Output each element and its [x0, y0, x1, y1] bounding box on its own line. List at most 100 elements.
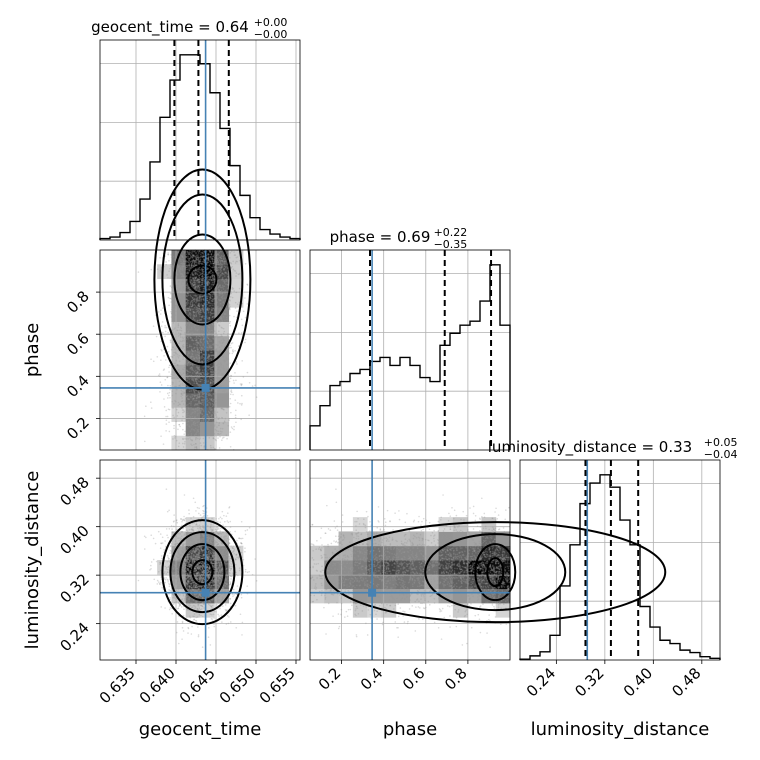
sample-point [225, 392, 228, 394]
sample-point [232, 545, 234, 548]
sample-point [182, 317, 184, 319]
sample-point [210, 446, 212, 449]
sample-point [215, 530, 218, 533]
sample-point [209, 391, 211, 393]
sample-point [223, 297, 226, 300]
sample-point [178, 309, 181, 311]
sample-point [197, 392, 200, 394]
sample-point [227, 283, 229, 286]
sample-point [238, 287, 241, 290]
sample-point [229, 569, 232, 572]
sample-point [202, 393, 204, 396]
sample-point [215, 310, 217, 313]
sample-point [182, 372, 185, 374]
sample-point [179, 272, 182, 275]
sample-point [189, 308, 192, 310]
density-cell [452, 517, 468, 532]
sample-point [210, 308, 213, 311]
sample-point [169, 297, 171, 300]
sample-point [178, 380, 181, 383]
sample-point [187, 335, 190, 337]
sample-point [179, 270, 181, 272]
sample-point [200, 268, 203, 270]
sample-point [197, 259, 199, 262]
sample-point [227, 571, 229, 574]
sample-point [207, 380, 210, 383]
sample-point [191, 625, 193, 628]
sample-point [197, 277, 199, 280]
sample-point [207, 311, 210, 314]
sample-point [230, 266, 233, 269]
density-cell [185, 250, 201, 265]
sample-point [184, 271, 186, 274]
sample-point [220, 257, 223, 260]
density-cell [171, 378, 187, 394]
sample-point [185, 264, 188, 267]
sample-point [173, 557, 176, 559]
sample-point [198, 286, 201, 289]
sample-point [169, 552, 171, 554]
sample-point [177, 281, 180, 283]
sample-point [210, 297, 212, 300]
sample-point [180, 260, 182, 263]
sample-point [180, 537, 183, 540]
sample-point [209, 644, 212, 646]
sample-point [181, 320, 184, 323]
sample-point [228, 506, 230, 509]
sample-point [183, 251, 186, 254]
sample-point [220, 339, 223, 342]
sample-point [211, 414, 213, 417]
sample-point [244, 262, 247, 265]
sample-point [175, 589, 177, 591]
sample-point [227, 384, 229, 387]
sample-point [220, 326, 223, 329]
sample-point [220, 250, 222, 253]
sample-point [222, 359, 225, 362]
sample-point [182, 358, 184, 360]
sample-point [164, 578, 167, 581]
sample-point [172, 256, 175, 258]
sample-point [186, 303, 188, 306]
sample-point [207, 369, 209, 371]
density-cell [200, 364, 215, 380]
sample-point [194, 277, 196, 280]
sample-point [218, 340, 221, 343]
sample-point [211, 295, 214, 298]
sample-point [186, 331, 189, 333]
density-cell [338, 531, 354, 547]
sample-point [207, 429, 210, 432]
sample-point [241, 537, 244, 540]
sample-point [195, 431, 198, 433]
sample-point [175, 439, 178, 442]
sample-point [208, 392, 211, 395]
sample-point [166, 274, 168, 276]
sample-point [224, 280, 226, 283]
sample-point [212, 279, 215, 282]
sample-point [165, 261, 167, 263]
sample-point [197, 406, 200, 409]
sample-point [177, 326, 179, 329]
sample-point [196, 409, 199, 412]
sample-point [201, 269, 204, 271]
sample-point [171, 281, 174, 284]
sample-point [211, 274, 213, 277]
sample-point [221, 260, 223, 262]
sample-point [177, 428, 179, 431]
sample-point [184, 345, 187, 348]
sample-point [213, 302, 216, 305]
sample-point [199, 335, 201, 338]
sample-point [222, 338, 224, 340]
sample-point [178, 403, 181, 406]
sample-point [186, 375, 188, 378]
sample-point [202, 285, 204, 288]
sample-point [170, 301, 172, 303]
sample-point [179, 336, 182, 338]
density-cell [352, 602, 368, 618]
sample-point [175, 352, 177, 355]
sample-point [199, 514, 202, 516]
sample-point [187, 407, 190, 410]
sample-point [189, 357, 192, 360]
sample-point [186, 307, 188, 310]
sample-point [208, 259, 210, 261]
sample-point [188, 414, 190, 417]
